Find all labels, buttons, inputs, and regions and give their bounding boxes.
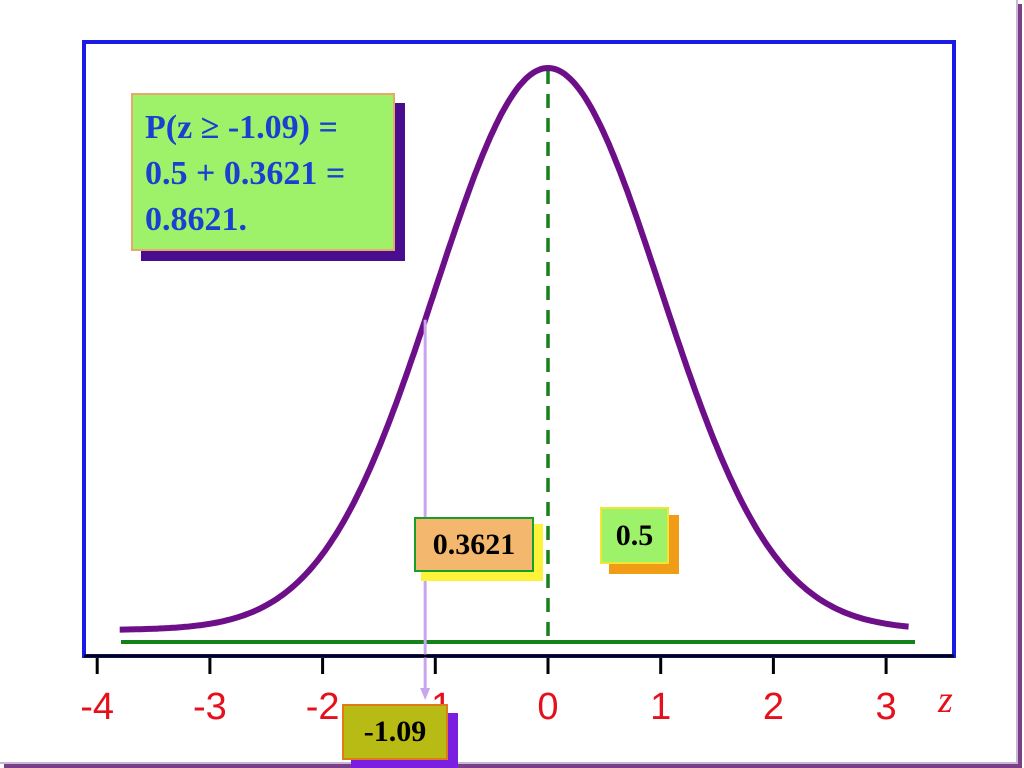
x-tick-label: -3 — [192, 686, 227, 728]
formula-line: 0.8621. — [145, 201, 247, 238]
area-left-label: 0.3621 — [414, 517, 534, 572]
formula-line: P(z ≥ -1.09) = — [145, 109, 338, 146]
x-tick-label: 3 — [875, 686, 897, 728]
x-tick-label: 0 — [537, 686, 559, 728]
z-marker-arrowhead — [420, 688, 431, 700]
slide-shadow — [1018, 4, 1022, 766]
area-right-label: 0.5 — [600, 507, 669, 564]
formula-box: P(z ≥ -1.09) = 0.5 + 0.3621 = 0.8621. — [131, 93, 395, 251]
x-tick-label: -4 — [80, 686, 115, 728]
formula-line: 0.5 + 0.3621 = — [145, 155, 346, 192]
x-axis-ticks — [95, 658, 888, 674]
density-curve — [119, 64, 909, 633]
x-tick-label: -2 — [305, 686, 340, 728]
x-tick-label: 1 — [650, 686, 672, 728]
slide-shadow — [4, 764, 1022, 768]
x-tick-label: 2 — [762, 686, 784, 728]
axis-variable-label: z — [938, 679, 953, 721]
z-value-label: -1.09 — [342, 704, 448, 760]
